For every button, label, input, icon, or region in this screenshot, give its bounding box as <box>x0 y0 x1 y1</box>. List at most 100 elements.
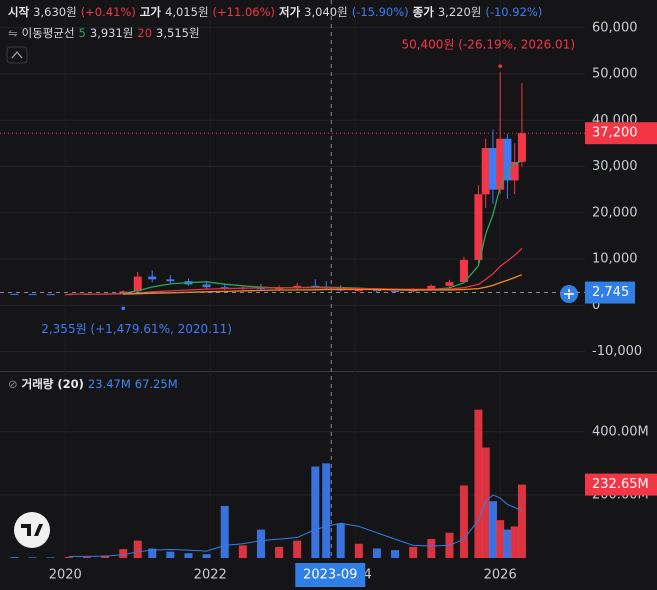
crosshair-y-label: 2,745 <box>592 285 629 300</box>
ohlc-value: 3,630원 <box>33 5 77 19</box>
ohlc-change: (-10.92%) <box>485 5 543 19</box>
y-tick-label: 10,000 <box>592 252 638 267</box>
candle-body <box>10 293 19 295</box>
x-tick-label: 2026 <box>484 568 517 583</box>
collapse-button[interactable] <box>6 46 28 64</box>
volume-last-label: 232.65M <box>592 477 649 492</box>
ohlc-value: 4,015원 <box>165 5 209 19</box>
candle-body <box>517 133 526 162</box>
ohlc-change: (-15.90%) <box>351 5 409 19</box>
volume-bar <box>427 539 436 558</box>
candle-body <box>445 282 454 286</box>
candle-body <box>372 289 381 291</box>
volume-icon: ⊘ <box>8 377 18 391</box>
ma-icon: ⇋ <box>8 26 18 40</box>
y-tick-label: 0 <box>592 298 600 313</box>
candle-body <box>391 290 400 292</box>
volume-bar <box>510 526 519 558</box>
annotation-marker <box>121 306 126 311</box>
volume-bar <box>496 520 505 558</box>
candle-body <box>202 284 211 288</box>
candle-body <box>220 287 229 289</box>
volume-bar <box>311 466 320 558</box>
candle-body <box>133 276 142 292</box>
volume-bar <box>481 447 490 558</box>
candle-body <box>46 294 55 296</box>
volume-bar <box>46 557 55 558</box>
candle-body <box>148 276 157 280</box>
volume-bar <box>459 485 468 558</box>
candle-body <box>488 148 497 190</box>
ohlc-change: (+0.41%) <box>80 5 136 19</box>
volume-bar <box>293 540 302 558</box>
volume-bar <box>409 546 418 558</box>
volume-bar <box>220 505 229 558</box>
volume-bar <box>336 523 345 558</box>
volume-bar <box>82 557 91 558</box>
volume-bar <box>503 529 512 558</box>
volume-legend-value: 67.25M <box>134 377 178 391</box>
crosshair-y-box <box>585 281 635 304</box>
crosshair-x-label: 2023-09 <box>303 568 357 583</box>
collapse-icon <box>11 51 23 59</box>
candle-body <box>496 138 505 190</box>
logo[interactable] <box>14 512 50 548</box>
ohlc-value: 3,220원 <box>437 5 482 19</box>
volume-bar <box>238 545 247 558</box>
volume-bar <box>354 543 363 558</box>
volume-bar <box>148 548 157 558</box>
volume-bar <box>28 557 37 558</box>
y-tick-label: 20,000 <box>592 205 638 220</box>
volume-ma-line <box>68 494 523 557</box>
volume-legend-value: 23.47M <box>87 377 131 391</box>
volume-bar <box>488 501 497 558</box>
candle-body <box>293 285 302 288</box>
volume-bar <box>391 550 400 558</box>
ma-line <box>68 247 523 295</box>
volume-last-box <box>585 473 657 496</box>
last-price-box <box>585 122 657 145</box>
ma-value: 3,931원 <box>89 26 134 40</box>
last-price-label: 37,200 <box>592 126 638 141</box>
y-tick-label: -10,000 <box>592 344 642 359</box>
volume-title: 거래량 (20) <box>21 377 84 391</box>
candle-body <box>459 259 468 283</box>
ma-line <box>123 274 523 295</box>
candle-body <box>28 294 37 296</box>
volume-bar <box>101 555 110 558</box>
x-tick-label: 2020 <box>49 568 82 583</box>
ohlc-label: 저가 <box>279 5 301 19</box>
volume-bar <box>322 463 331 558</box>
annotation-marker <box>498 64 502 68</box>
ohlc-legend: 시작 3,630원 (+0.41%) 고가 4,015원 (+11.06%) 저가 3,040… <box>8 4 542 20</box>
volume-bar <box>275 546 284 558</box>
candle-body <box>474 194 483 260</box>
volume-bar <box>372 548 381 558</box>
candle-body <box>354 289 363 291</box>
ma-period: 5 <box>78 26 86 40</box>
crosshair-x-box <box>295 563 366 587</box>
annotation-label: 50,400원 (-26.19%, 2026.01) <box>401 38 575 52</box>
y-tick-label: 30,000 <box>592 159 638 174</box>
candle-body <box>64 294 73 296</box>
volume-bar <box>64 557 73 558</box>
volume-bar <box>256 529 265 558</box>
volume-bar <box>119 549 128 558</box>
volume-bar <box>517 484 526 558</box>
volume-bar <box>166 551 175 558</box>
volume-legend: ⊘ 거래량 (20) 23.47M 67.25M <box>8 376 178 392</box>
ma-period: 20 <box>137 26 153 40</box>
candle-body <box>311 285 320 287</box>
volume-bar <box>474 409 483 558</box>
candle-body <box>503 138 512 181</box>
candle-body <box>481 148 490 195</box>
y-tick-label: 50,000 <box>592 67 638 82</box>
ohlc-value: 3,040원 <box>304 5 348 19</box>
volume-bar <box>184 553 193 558</box>
volume-bar <box>133 540 142 558</box>
y-tick-label: 400.00M <box>592 424 649 439</box>
ohlc-change: (+11.06%) <box>212 5 275 19</box>
ma-title: 이동평균선 <box>21 26 75 40</box>
